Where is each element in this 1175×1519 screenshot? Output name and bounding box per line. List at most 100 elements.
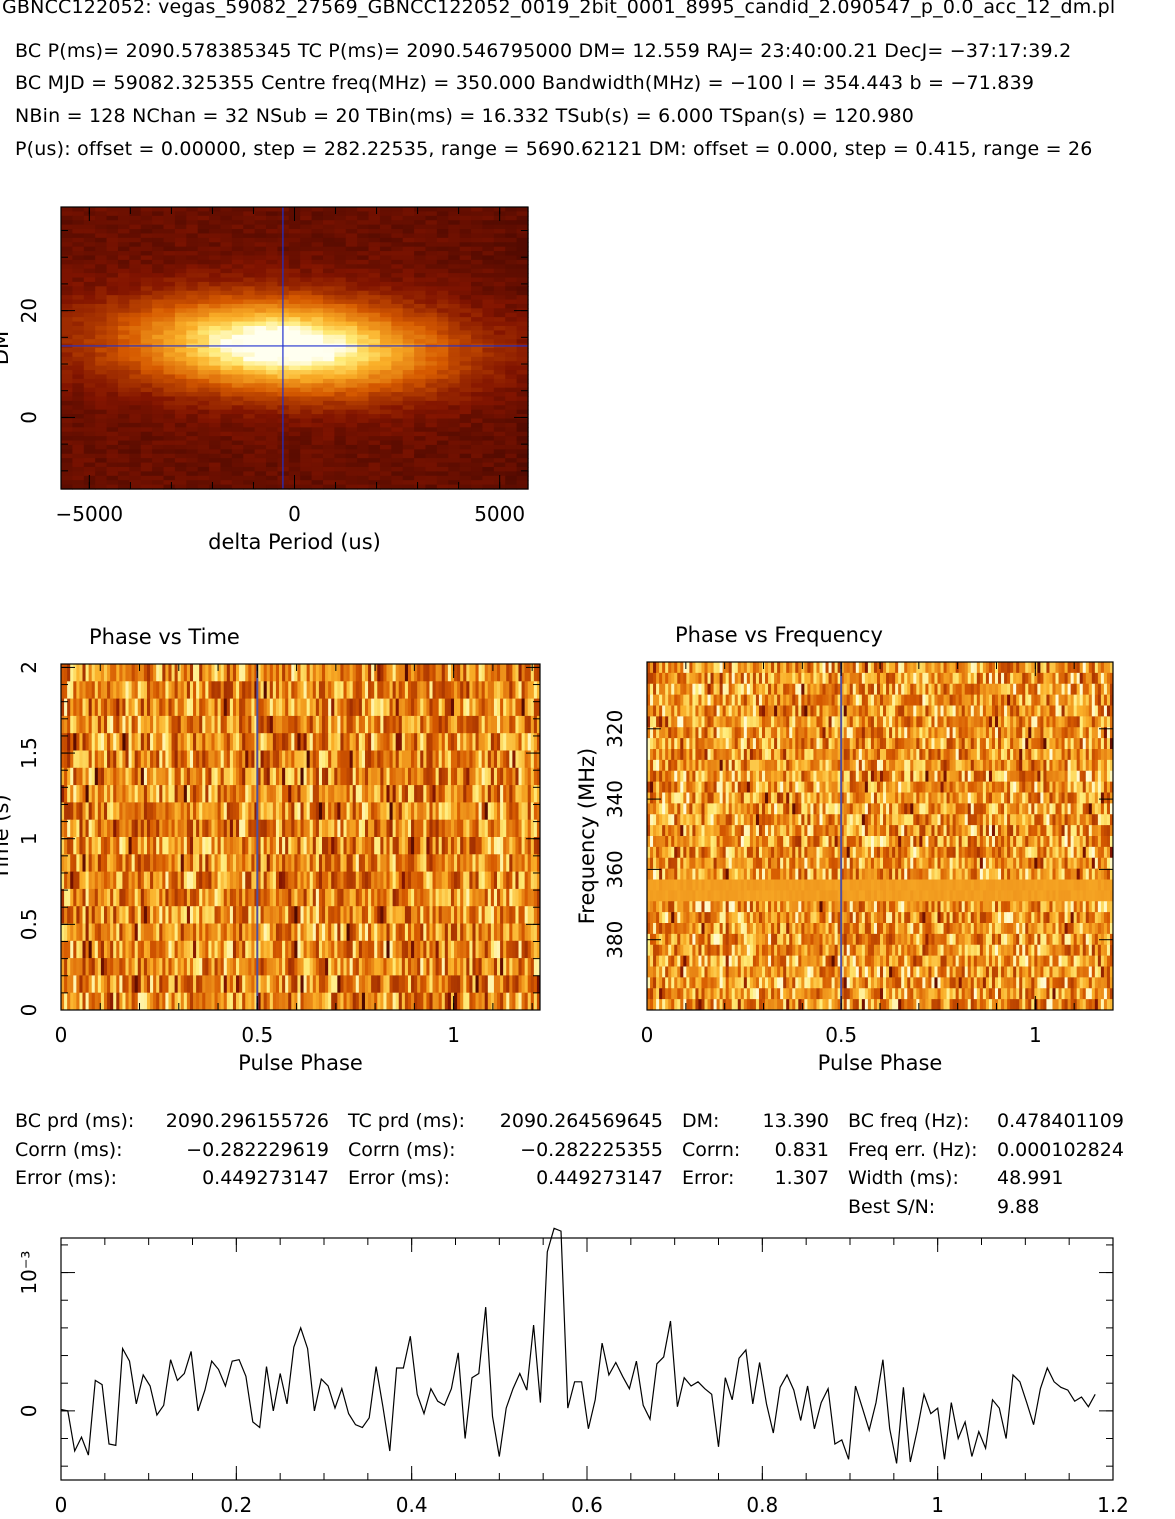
dm-period-cell — [482, 449, 495, 455]
phase-time-cell — [306, 785, 311, 803]
dm-period-cell — [220, 246, 233, 252]
dm-period-cell — [174, 207, 187, 213]
dm-period-cell — [209, 220, 222, 226]
dm-period-cell — [391, 334, 404, 340]
dm-period-cell — [334, 444, 347, 450]
dm-period-cell — [186, 361, 199, 367]
phase-time-cell — [263, 906, 268, 924]
phase-time-cell — [401, 871, 406, 890]
phase-time-cell — [282, 802, 286, 821]
phase-time-cell — [472, 888, 477, 907]
phase-time-cell — [202, 715, 206, 734]
dm-period-cell — [174, 242, 187, 248]
phase-time-cell — [377, 750, 381, 769]
dm-period-cell — [402, 251, 415, 257]
phase-time-cell — [177, 888, 182, 907]
dm-period-cell — [140, 246, 153, 252]
phase-time-cell — [435, 802, 440, 821]
phase-time-cell — [211, 733, 216, 751]
phase-time-cell — [73, 664, 77, 682]
dm-period-cell — [140, 414, 153, 420]
phase-time-cell — [107, 802, 111, 821]
dm-period-cell — [72, 237, 85, 243]
phase-time-cell — [146, 750, 151, 769]
phase-time-cell — [254, 802, 259, 821]
phase-time-cell — [371, 837, 375, 855]
dm-period-cell — [61, 237, 73, 243]
dm-period-cell — [197, 339, 210, 345]
phase-time-cell — [521, 888, 526, 907]
dm-period-cell — [83, 378, 96, 384]
dm-period-cell — [106, 427, 119, 433]
phase-time-cell — [328, 906, 332, 924]
dm-period-cell — [311, 431, 324, 437]
phase-time-cell — [196, 888, 200, 907]
phase-time-cell — [509, 802, 513, 821]
dm-period-cell — [414, 352, 427, 358]
dm-period-cell — [471, 325, 484, 331]
phase-time-cell — [500, 698, 504, 717]
dm-period-cell — [402, 220, 415, 226]
phase-time-cell — [389, 888, 394, 907]
phase-time-cell — [460, 681, 464, 700]
phase-time-cell — [331, 698, 335, 717]
phase-time-cell — [518, 681, 523, 700]
phase-time-cell — [294, 664, 298, 682]
phase-time-cell — [429, 871, 434, 890]
phase-time-cell — [186, 681, 191, 700]
dm-period-cell — [95, 409, 108, 415]
phase-time-cell — [116, 854, 120, 873]
dm-period-cell — [436, 475, 449, 481]
dm-period-cell — [448, 361, 461, 367]
dm-period-cell — [436, 303, 449, 309]
dm-period-cell — [379, 444, 392, 450]
phase-time-cell — [450, 871, 455, 890]
dm-period-cell — [436, 471, 449, 477]
phase-time-cell — [457, 750, 461, 769]
dm-period-cell — [254, 383, 267, 389]
dm-period-cell — [493, 427, 506, 433]
dm-period-cell — [516, 273, 529, 279]
dm-period-cell — [311, 281, 324, 287]
dm-period-cell — [220, 321, 233, 327]
dm-period-cell — [471, 348, 484, 354]
dm-period-cell — [402, 444, 415, 450]
dm-period-cell — [243, 237, 256, 243]
dm-period-cell — [300, 462, 313, 468]
phase-time-cell — [146, 819, 151, 838]
phase-time-cell — [113, 888, 117, 907]
phase-time-cell — [143, 837, 148, 855]
phase-time-cell — [159, 698, 163, 717]
phase-time-cell — [414, 854, 418, 873]
dm-period-cell — [288, 352, 301, 358]
phase-time-cell — [266, 698, 271, 717]
phase-time-cell — [349, 888, 354, 907]
dm-period-cell — [311, 383, 324, 389]
phase-time-cell — [113, 785, 117, 803]
dm-period-cell — [414, 444, 427, 450]
dm-period-cell — [459, 237, 472, 243]
dm-period-cell — [459, 400, 472, 406]
phase-time-cell — [346, 802, 351, 821]
phase-time-cell — [236, 664, 240, 682]
dm-period-cell — [505, 427, 518, 433]
dm-period-cell — [106, 449, 119, 455]
phase-time-cell — [484, 664, 489, 682]
phase-time-cell — [223, 664, 228, 682]
phase-time-cell — [469, 767, 473, 786]
phase-time-cell — [199, 681, 203, 700]
dm-period-cell — [174, 233, 187, 239]
phase-time-cell — [312, 854, 317, 873]
phase-time-cell — [527, 888, 532, 907]
dm-period-cell — [220, 207, 233, 213]
dm-period-cell — [391, 370, 404, 376]
dm-period-cell — [391, 475, 404, 481]
dm-period-cell — [300, 220, 313, 226]
phase-time-cell — [248, 854, 252, 873]
dm-period-cell — [516, 462, 529, 468]
phase-time-cell — [349, 854, 354, 873]
phase-time-cell — [303, 871, 308, 890]
phase-time-cell — [493, 871, 498, 890]
dm-period-cell — [106, 277, 119, 283]
dm-period-cell — [368, 466, 381, 472]
